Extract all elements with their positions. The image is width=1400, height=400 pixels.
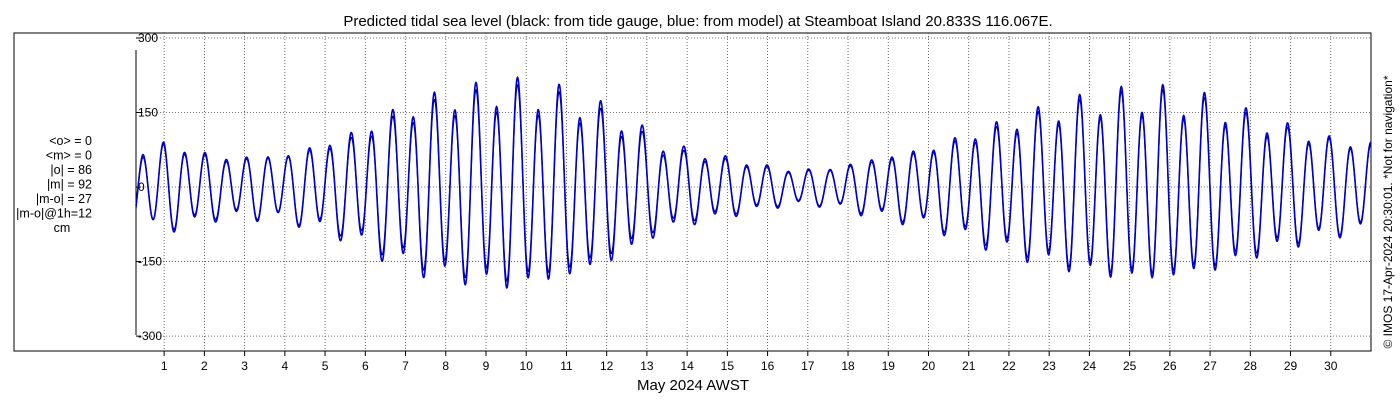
stats-line: |m-o| = 27: [36, 192, 92, 206]
stats-line: <m> = 0: [46, 149, 92, 163]
x-tick-label: 18: [841, 359, 855, 373]
outer-frame: [13, 32, 1372, 352]
series-model-line: [135, 75, 1372, 290]
x-tick-label: 24: [1083, 359, 1097, 373]
chart-title: Predicted tidal sea level (black: from t…: [343, 13, 1052, 30]
stats-line: <o> = 0: [49, 134, 92, 148]
stats-line: cm: [54, 221, 71, 235]
x-tick-label: 3: [241, 359, 248, 373]
y-tick-labels: -300 -150 0 150 300: [138, 31, 162, 343]
y-tick-label: 0: [138, 180, 145, 194]
x-tick-label: 8: [442, 359, 449, 373]
stats-line: |m| = 92: [47, 178, 92, 192]
y-tick-label: -300: [138, 329, 162, 343]
series-gauge-line: [135, 83, 1372, 283]
stats-line: |m-o|@1h=12: [16, 207, 92, 221]
x-tick-label: 2: [201, 359, 208, 373]
x-tick-label: 29: [1284, 359, 1298, 373]
y-tick-label: 300: [138, 31, 158, 45]
x-tick-label: 7: [402, 359, 409, 373]
x-tick-label: 15: [721, 359, 735, 373]
x-tick-label: 20: [922, 359, 936, 373]
y-tick-label: 150: [138, 106, 158, 120]
x-tick-label: 30: [1324, 359, 1338, 373]
x-tick-label: 1: [161, 359, 168, 373]
axes: [135, 37, 1332, 356]
x-tick-label: 23: [1042, 359, 1056, 373]
x-tick-label: 5: [322, 359, 329, 373]
x-tick-label: 13: [640, 359, 654, 373]
x-tick-label: 26: [1163, 359, 1177, 373]
grid-lines: [136, 33, 1371, 351]
x-tick-label: 16: [761, 359, 775, 373]
x-tick-label: 22: [1002, 359, 1016, 373]
credit-text: © IMOS 17-Apr-2024 20:30:01. *Not for na…: [1381, 75, 1395, 348]
x-tick-label: 27: [1203, 359, 1217, 373]
x-tick-label: 11: [560, 359, 573, 373]
x-tick-label: 6: [362, 359, 369, 373]
x-tick-label: 10: [520, 359, 534, 373]
series-lines: [135, 75, 1372, 290]
x-tick-label: 17: [801, 359, 815, 373]
x-tick-label: 19: [882, 359, 896, 373]
x-tick-label: 25: [1123, 359, 1137, 373]
x-tick-label: 28: [1244, 359, 1258, 373]
x-tick-label: 9: [483, 359, 490, 373]
x-tick-labels: 1 2 3 4 5 6 7 8 9 10 11 12 13 14 15 16 17 18 19 20 21 22 23 24 2…: [161, 359, 1338, 373]
x-tick-label: 14: [680, 359, 694, 373]
x-axis-label: May 2024 AWST: [637, 377, 749, 394]
x-tick-label: 4: [281, 359, 288, 373]
x-tick-label: 21: [962, 359, 976, 373]
stats-line: |o| = 86: [50, 163, 92, 177]
stats-panel: <o> = 0<m> = 0|o| = 86|m| = 92|m-o| = 27…: [16, 134, 92, 235]
x-tick-label: 12: [600, 359, 614, 373]
y-tick-label: -150: [138, 255, 162, 269]
